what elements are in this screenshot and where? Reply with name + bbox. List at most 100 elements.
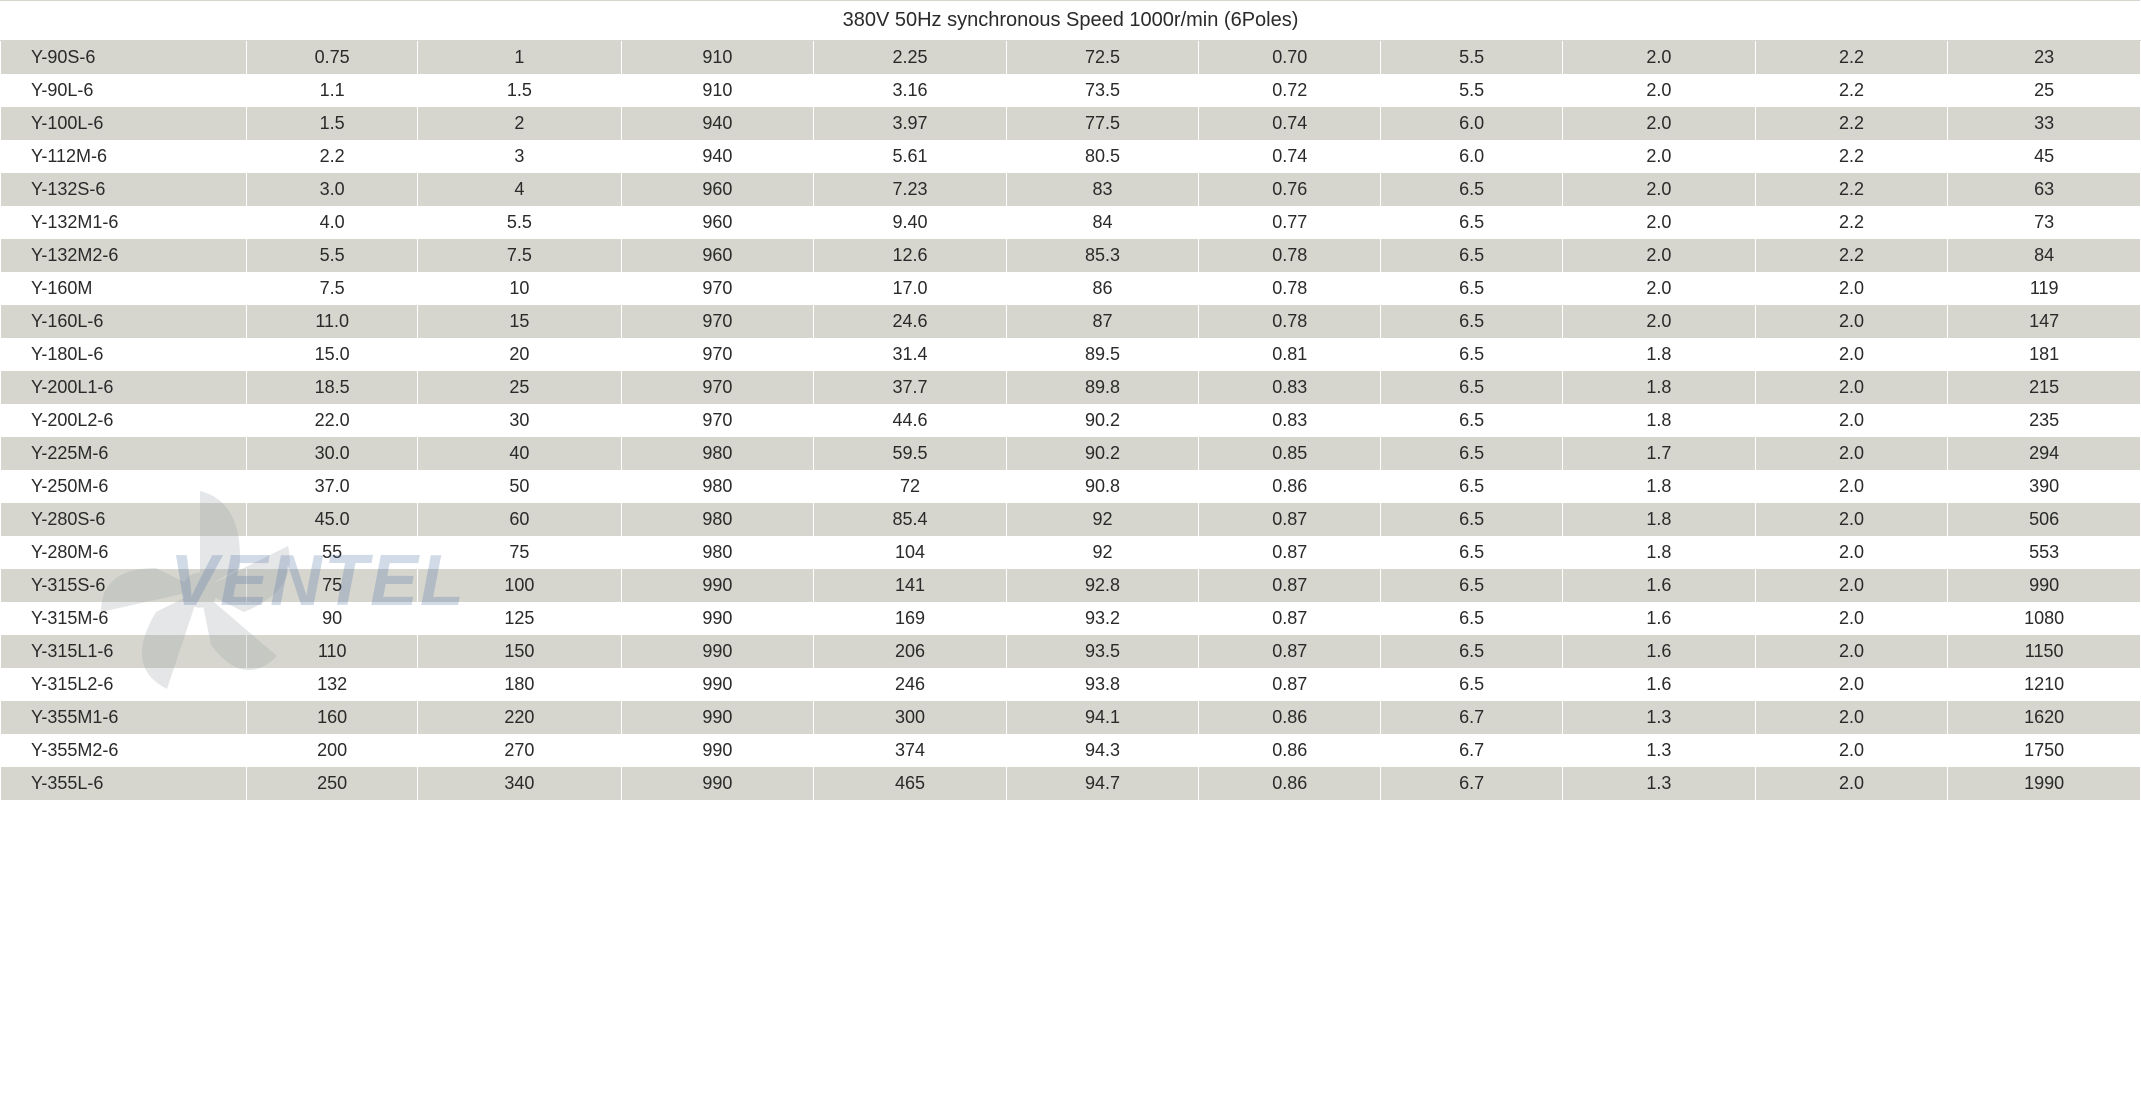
value-cell: 1.7 — [1563, 437, 1756, 470]
value-cell: 50 — [418, 470, 621, 503]
value-cell: 300 — [814, 701, 1007, 734]
value-cell: 2.0 — [1755, 767, 1948, 800]
value-cell: 85.4 — [814, 503, 1007, 536]
value-cell: 1.8 — [1563, 503, 1756, 536]
value-cell: 1.3 — [1563, 701, 1756, 734]
value-cell: 910 — [621, 41, 814, 75]
value-cell: 5.61 — [814, 140, 1007, 173]
value-cell: 15 — [418, 305, 621, 338]
value-cell: 2.2 — [1755, 173, 1948, 206]
value-cell: 2.2 — [1755, 74, 1948, 107]
table-row: Y-250M-637.0509807290.80.866.51.82.0390 — [1, 470, 2141, 503]
value-cell: 0.74 — [1199, 140, 1381, 173]
value-cell: 6.0 — [1381, 140, 1563, 173]
value-cell: 910 — [621, 74, 814, 107]
value-cell: 3 — [418, 140, 621, 173]
model-cell: Y-200L2-6 — [1, 404, 247, 437]
value-cell: 2.0 — [1755, 569, 1948, 602]
value-cell: 22.0 — [247, 404, 418, 437]
value-cell: 60 — [418, 503, 621, 536]
value-cell: 20 — [418, 338, 621, 371]
value-cell: 110 — [247, 635, 418, 668]
value-cell: 150 — [418, 635, 621, 668]
value-cell: 87 — [1006, 305, 1199, 338]
value-cell: 72 — [814, 470, 1007, 503]
value-cell: 390 — [1948, 470, 2141, 503]
value-cell: 5.5 — [1381, 41, 1563, 75]
value-cell: 44.6 — [814, 404, 1007, 437]
model-cell: Y-112M-6 — [1, 140, 247, 173]
value-cell: 2.2 — [1755, 41, 1948, 75]
model-cell: Y-90L-6 — [1, 74, 247, 107]
value-cell: 5.5 — [1381, 74, 1563, 107]
value-cell: 980 — [621, 470, 814, 503]
value-cell: 506 — [1948, 503, 2141, 536]
value-cell: 4.0 — [247, 206, 418, 239]
value-cell: 294 — [1948, 437, 2141, 470]
value-cell: 250 — [247, 767, 418, 800]
value-cell: 2.0 — [1563, 272, 1756, 305]
value-cell: 132 — [247, 668, 418, 701]
value-cell: 374 — [814, 734, 1007, 767]
table-row: Y-280S-645.06098085.4920.876.51.82.0506 — [1, 503, 2141, 536]
value-cell: 6.5 — [1381, 404, 1563, 437]
value-cell: 0.78 — [1199, 272, 1381, 305]
value-cell: 5.5 — [418, 206, 621, 239]
value-cell: 125 — [418, 602, 621, 635]
value-cell: 2.0 — [1563, 140, 1756, 173]
value-cell: 2.0 — [1563, 107, 1756, 140]
value-cell: 990 — [1948, 569, 2141, 602]
value-cell: 990 — [621, 635, 814, 668]
value-cell: 6.5 — [1381, 470, 1563, 503]
value-cell: 33 — [1948, 107, 2141, 140]
value-cell: 2.2 — [1755, 107, 1948, 140]
value-cell: 6.5 — [1381, 173, 1563, 206]
value-cell: 0.86 — [1199, 701, 1381, 734]
value-cell: 90 — [247, 602, 418, 635]
value-cell: 2.0 — [1563, 173, 1756, 206]
value-cell: 0.72 — [1199, 74, 1381, 107]
value-cell: 1.1 — [247, 74, 418, 107]
value-cell: 2.0 — [1755, 536, 1948, 569]
value-cell: 980 — [621, 437, 814, 470]
value-cell: 30.0 — [247, 437, 418, 470]
table-row: Y-315S-67510099014192.80.876.51.62.0990 — [1, 569, 2141, 602]
value-cell: 990 — [621, 701, 814, 734]
value-cell: 220 — [418, 701, 621, 734]
value-cell: 2.0 — [1755, 371, 1948, 404]
value-cell: 6.0 — [1381, 107, 1563, 140]
value-cell: 6.5 — [1381, 206, 1563, 239]
value-cell: 37.7 — [814, 371, 1007, 404]
value-cell: 1.3 — [1563, 734, 1756, 767]
value-cell: 9.40 — [814, 206, 1007, 239]
value-cell: 85.3 — [1006, 239, 1199, 272]
value-cell: 84 — [1948, 239, 2141, 272]
value-cell: 3.0 — [247, 173, 418, 206]
table-row: Y-355M1-616022099030094.10.866.71.32.016… — [1, 701, 2141, 734]
model-cell: Y-160M — [1, 272, 247, 305]
value-cell: 180 — [418, 668, 621, 701]
model-cell: Y-90S-6 — [1, 41, 247, 75]
value-cell: 1.8 — [1563, 470, 1756, 503]
value-cell: 1 — [418, 41, 621, 75]
value-cell: 6.5 — [1381, 338, 1563, 371]
value-cell: 2.2 — [1755, 206, 1948, 239]
value-cell: 2.0 — [1755, 437, 1948, 470]
value-cell: 73.5 — [1006, 74, 1199, 107]
value-cell: 0.77 — [1199, 206, 1381, 239]
value-cell: 1.8 — [1563, 404, 1756, 437]
value-cell: 340 — [418, 767, 621, 800]
value-cell: 94.7 — [1006, 767, 1199, 800]
value-cell: 2.0 — [1755, 635, 1948, 668]
value-cell: 86 — [1006, 272, 1199, 305]
value-cell: 160 — [247, 701, 418, 734]
table-row: Y-315L2-613218099024693.80.876.51.62.012… — [1, 668, 2141, 701]
value-cell: 2.0 — [1755, 272, 1948, 305]
value-cell: 0.75 — [247, 41, 418, 75]
value-cell: 0.78 — [1199, 239, 1381, 272]
value-cell: 6.5 — [1381, 437, 1563, 470]
value-cell: 6.5 — [1381, 569, 1563, 602]
value-cell: 17.0 — [814, 272, 1007, 305]
value-cell: 2.0 — [1563, 74, 1756, 107]
value-cell: 23 — [1948, 41, 2141, 75]
